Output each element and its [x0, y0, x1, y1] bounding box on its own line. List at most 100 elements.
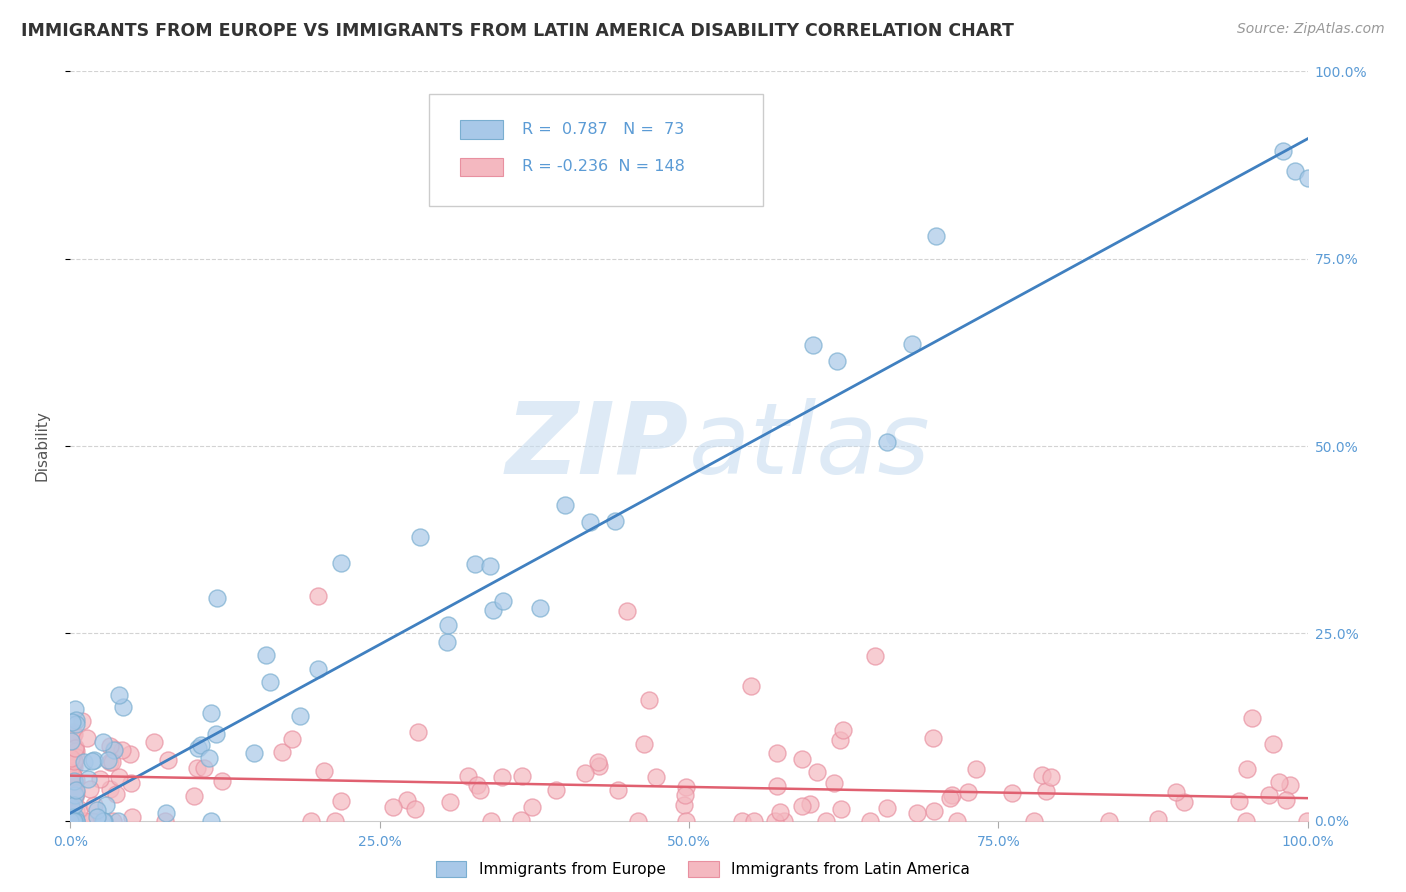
Point [439, 795, 461, 809]
Point [831, 723, 853, 738]
Point [93, 814, 115, 828]
Point [59, 814, 82, 828]
Point [574, 766, 596, 780]
Point [823, 775, 845, 789]
Point [859, 814, 882, 828]
Bar [460, 158, 503, 177]
Point [60, 798, 83, 813]
Y-axis label: Disability: Disability [35, 410, 49, 482]
Point [63, 739, 86, 754]
Point [118, 747, 141, 761]
Point [740, 679, 762, 693]
Point [457, 769, 479, 783]
Point [814, 814, 837, 828]
Point [67, 802, 90, 816]
Point [766, 747, 789, 761]
Point [792, 752, 814, 766]
Point [63, 814, 86, 828]
Point [329, 556, 352, 570]
Point [59, 814, 82, 828]
Point [491, 770, 513, 784]
Point [65, 783, 87, 797]
Point [799, 797, 821, 811]
Point [121, 810, 143, 824]
Point [60, 715, 83, 730]
Point [112, 699, 135, 714]
Point [186, 761, 208, 775]
Point [200, 706, 222, 721]
Point [63, 810, 86, 824]
Point [1268, 775, 1291, 789]
Point [63, 727, 86, 741]
Point [83, 753, 105, 767]
Point [1263, 737, 1285, 751]
Point [59, 757, 82, 772]
Point [1284, 164, 1306, 178]
Point [299, 814, 322, 828]
Point [645, 770, 668, 784]
Point [60, 767, 83, 781]
Point [103, 742, 125, 756]
Point [65, 784, 87, 798]
Point [1271, 144, 1294, 158]
Point [60, 759, 83, 773]
Point [482, 603, 505, 617]
Point [404, 802, 426, 816]
Point [89, 772, 111, 786]
Point [59, 730, 82, 744]
Point [70, 714, 93, 728]
Point [80, 754, 103, 768]
Point [554, 498, 576, 512]
Point [1234, 814, 1257, 828]
Point [243, 747, 266, 761]
Point [638, 693, 661, 707]
Point [323, 814, 346, 828]
Point [62, 769, 84, 783]
Point [156, 753, 179, 767]
Point [94, 798, 117, 813]
Point [633, 737, 655, 751]
Point [769, 805, 792, 819]
Point [62, 810, 84, 824]
Point [1296, 170, 1319, 185]
Point [830, 802, 852, 816]
Point [62, 725, 84, 739]
Point [329, 794, 352, 808]
Point [62, 813, 84, 827]
Point [673, 798, 696, 813]
Point [63, 786, 86, 800]
Point [773, 814, 796, 828]
Point [60, 768, 83, 782]
Point [65, 713, 87, 727]
Point [63, 790, 86, 805]
Point [60, 814, 83, 828]
Point [863, 648, 886, 663]
Point [65, 772, 87, 787]
Point [479, 559, 502, 574]
Point [827, 354, 849, 368]
Point [65, 814, 87, 828]
Point [742, 814, 765, 828]
Point [939, 790, 962, 805]
Point [1022, 814, 1045, 828]
Point [1296, 814, 1319, 828]
Point [876, 801, 898, 815]
Point [468, 783, 491, 797]
Point [290, 709, 312, 723]
Point [105, 787, 128, 801]
Point [183, 789, 205, 804]
Point [62, 784, 84, 798]
Point [60, 731, 83, 746]
Text: Source: ZipAtlas.com: Source: ZipAtlas.com [1237, 22, 1385, 37]
Point [65, 749, 87, 764]
Point [65, 814, 87, 828]
Point [120, 776, 142, 790]
Point [155, 805, 177, 820]
Point [62, 784, 84, 798]
Point [1147, 812, 1170, 826]
Point [205, 727, 228, 741]
Point [1236, 762, 1258, 776]
Point [529, 600, 551, 615]
Point [616, 604, 638, 618]
Point [436, 617, 458, 632]
